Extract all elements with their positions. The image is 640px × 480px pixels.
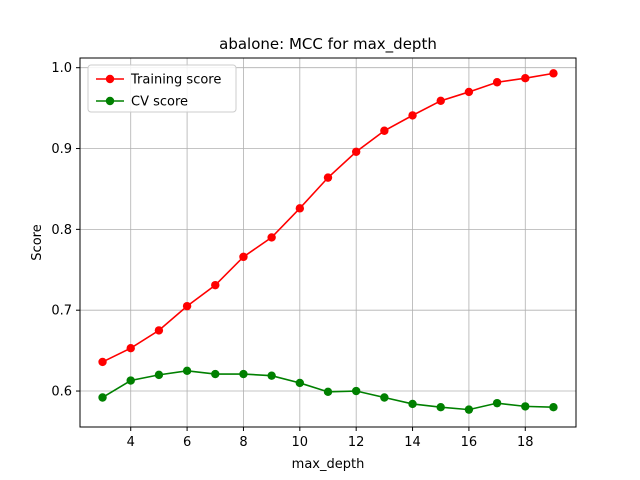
plot-frame bbox=[79, 57, 577, 428]
data-point bbox=[351, 147, 361, 156]
legend-box bbox=[87, 64, 237, 113]
data-point bbox=[211, 369, 220, 379]
data-point bbox=[211, 280, 220, 290]
series-1 bbox=[98, 366, 558, 414]
data-point bbox=[464, 87, 474, 97]
y-tick-label: 0.8 bbox=[51, 223, 72, 238]
data-point bbox=[492, 398, 502, 408]
data-point bbox=[436, 402, 445, 412]
data-point bbox=[239, 252, 248, 262]
data-point bbox=[267, 371, 276, 380]
series-0 bbox=[98, 69, 558, 367]
legend-label: Training score bbox=[130, 73, 221, 88]
data-point bbox=[295, 378, 305, 388]
chart-title: abalone: MCC for max_depth bbox=[219, 35, 437, 54]
data-point bbox=[154, 326, 164, 335]
data-point bbox=[408, 399, 417, 409]
x-tick-label: 18 bbox=[517, 435, 534, 450]
data-point bbox=[98, 357, 107, 367]
x-axis-label: max_depth bbox=[292, 457, 365, 472]
data-point bbox=[182, 366, 192, 376]
data-point bbox=[295, 204, 305, 213]
data-point bbox=[267, 233, 276, 242]
legend-marker bbox=[105, 74, 115, 84]
y-tick-label: 0.9 bbox=[51, 142, 72, 157]
plot-area bbox=[80, 58, 576, 427]
x-tick-label: 8 bbox=[239, 435, 247, 450]
data-point bbox=[154, 370, 164, 380]
x-tick-label: 16 bbox=[461, 435, 478, 450]
data-point bbox=[521, 402, 530, 411]
x-tick-label: 14 bbox=[404, 435, 421, 450]
legend: Training score CV score bbox=[87, 64, 237, 113]
legend-marker bbox=[105, 96, 115, 106]
x-tick-label: 6 bbox=[183, 435, 191, 450]
data-point bbox=[521, 74, 530, 83]
data-point bbox=[436, 96, 445, 106]
y-axis: 0.6 0.7 0.8 0.9 1.0 bbox=[51, 61, 80, 400]
x-axis: 4 6 8 10 12 14 16 18 bbox=[127, 427, 534, 450]
data-point bbox=[380, 126, 389, 135]
legend-label: CV score bbox=[131, 95, 188, 110]
data-point bbox=[323, 173, 333, 182]
data-point bbox=[239, 369, 248, 379]
y-tick-label: 0.7 bbox=[51, 304, 72, 319]
data-point bbox=[126, 376, 135, 385]
data-point bbox=[323, 387, 333, 397]
legend-item: CV score bbox=[96, 95, 188, 110]
legend-item: Training score bbox=[96, 73, 221, 88]
data-point bbox=[408, 111, 417, 120]
data-point bbox=[98, 393, 107, 402]
data-point bbox=[380, 393, 389, 402]
data-point bbox=[351, 386, 361, 396]
data-point bbox=[549, 402, 558, 412]
y-tick-label: 0.6 bbox=[51, 385, 72, 400]
data-point bbox=[464, 405, 474, 414]
y-tick-label: 1.0 bbox=[51, 61, 72, 76]
x-tick-label: 12 bbox=[348, 435, 365, 450]
data-point bbox=[549, 69, 558, 78]
grid bbox=[80, 58, 576, 427]
x-tick-label: 10 bbox=[292, 435, 309, 450]
series-layer bbox=[98, 69, 558, 414]
data-point bbox=[182, 301, 192, 311]
data-point bbox=[492, 78, 502, 87]
data-point bbox=[126, 343, 135, 353]
y-axis-label: Score bbox=[30, 224, 45, 260]
x-tick-label: 4 bbox=[127, 435, 135, 450]
